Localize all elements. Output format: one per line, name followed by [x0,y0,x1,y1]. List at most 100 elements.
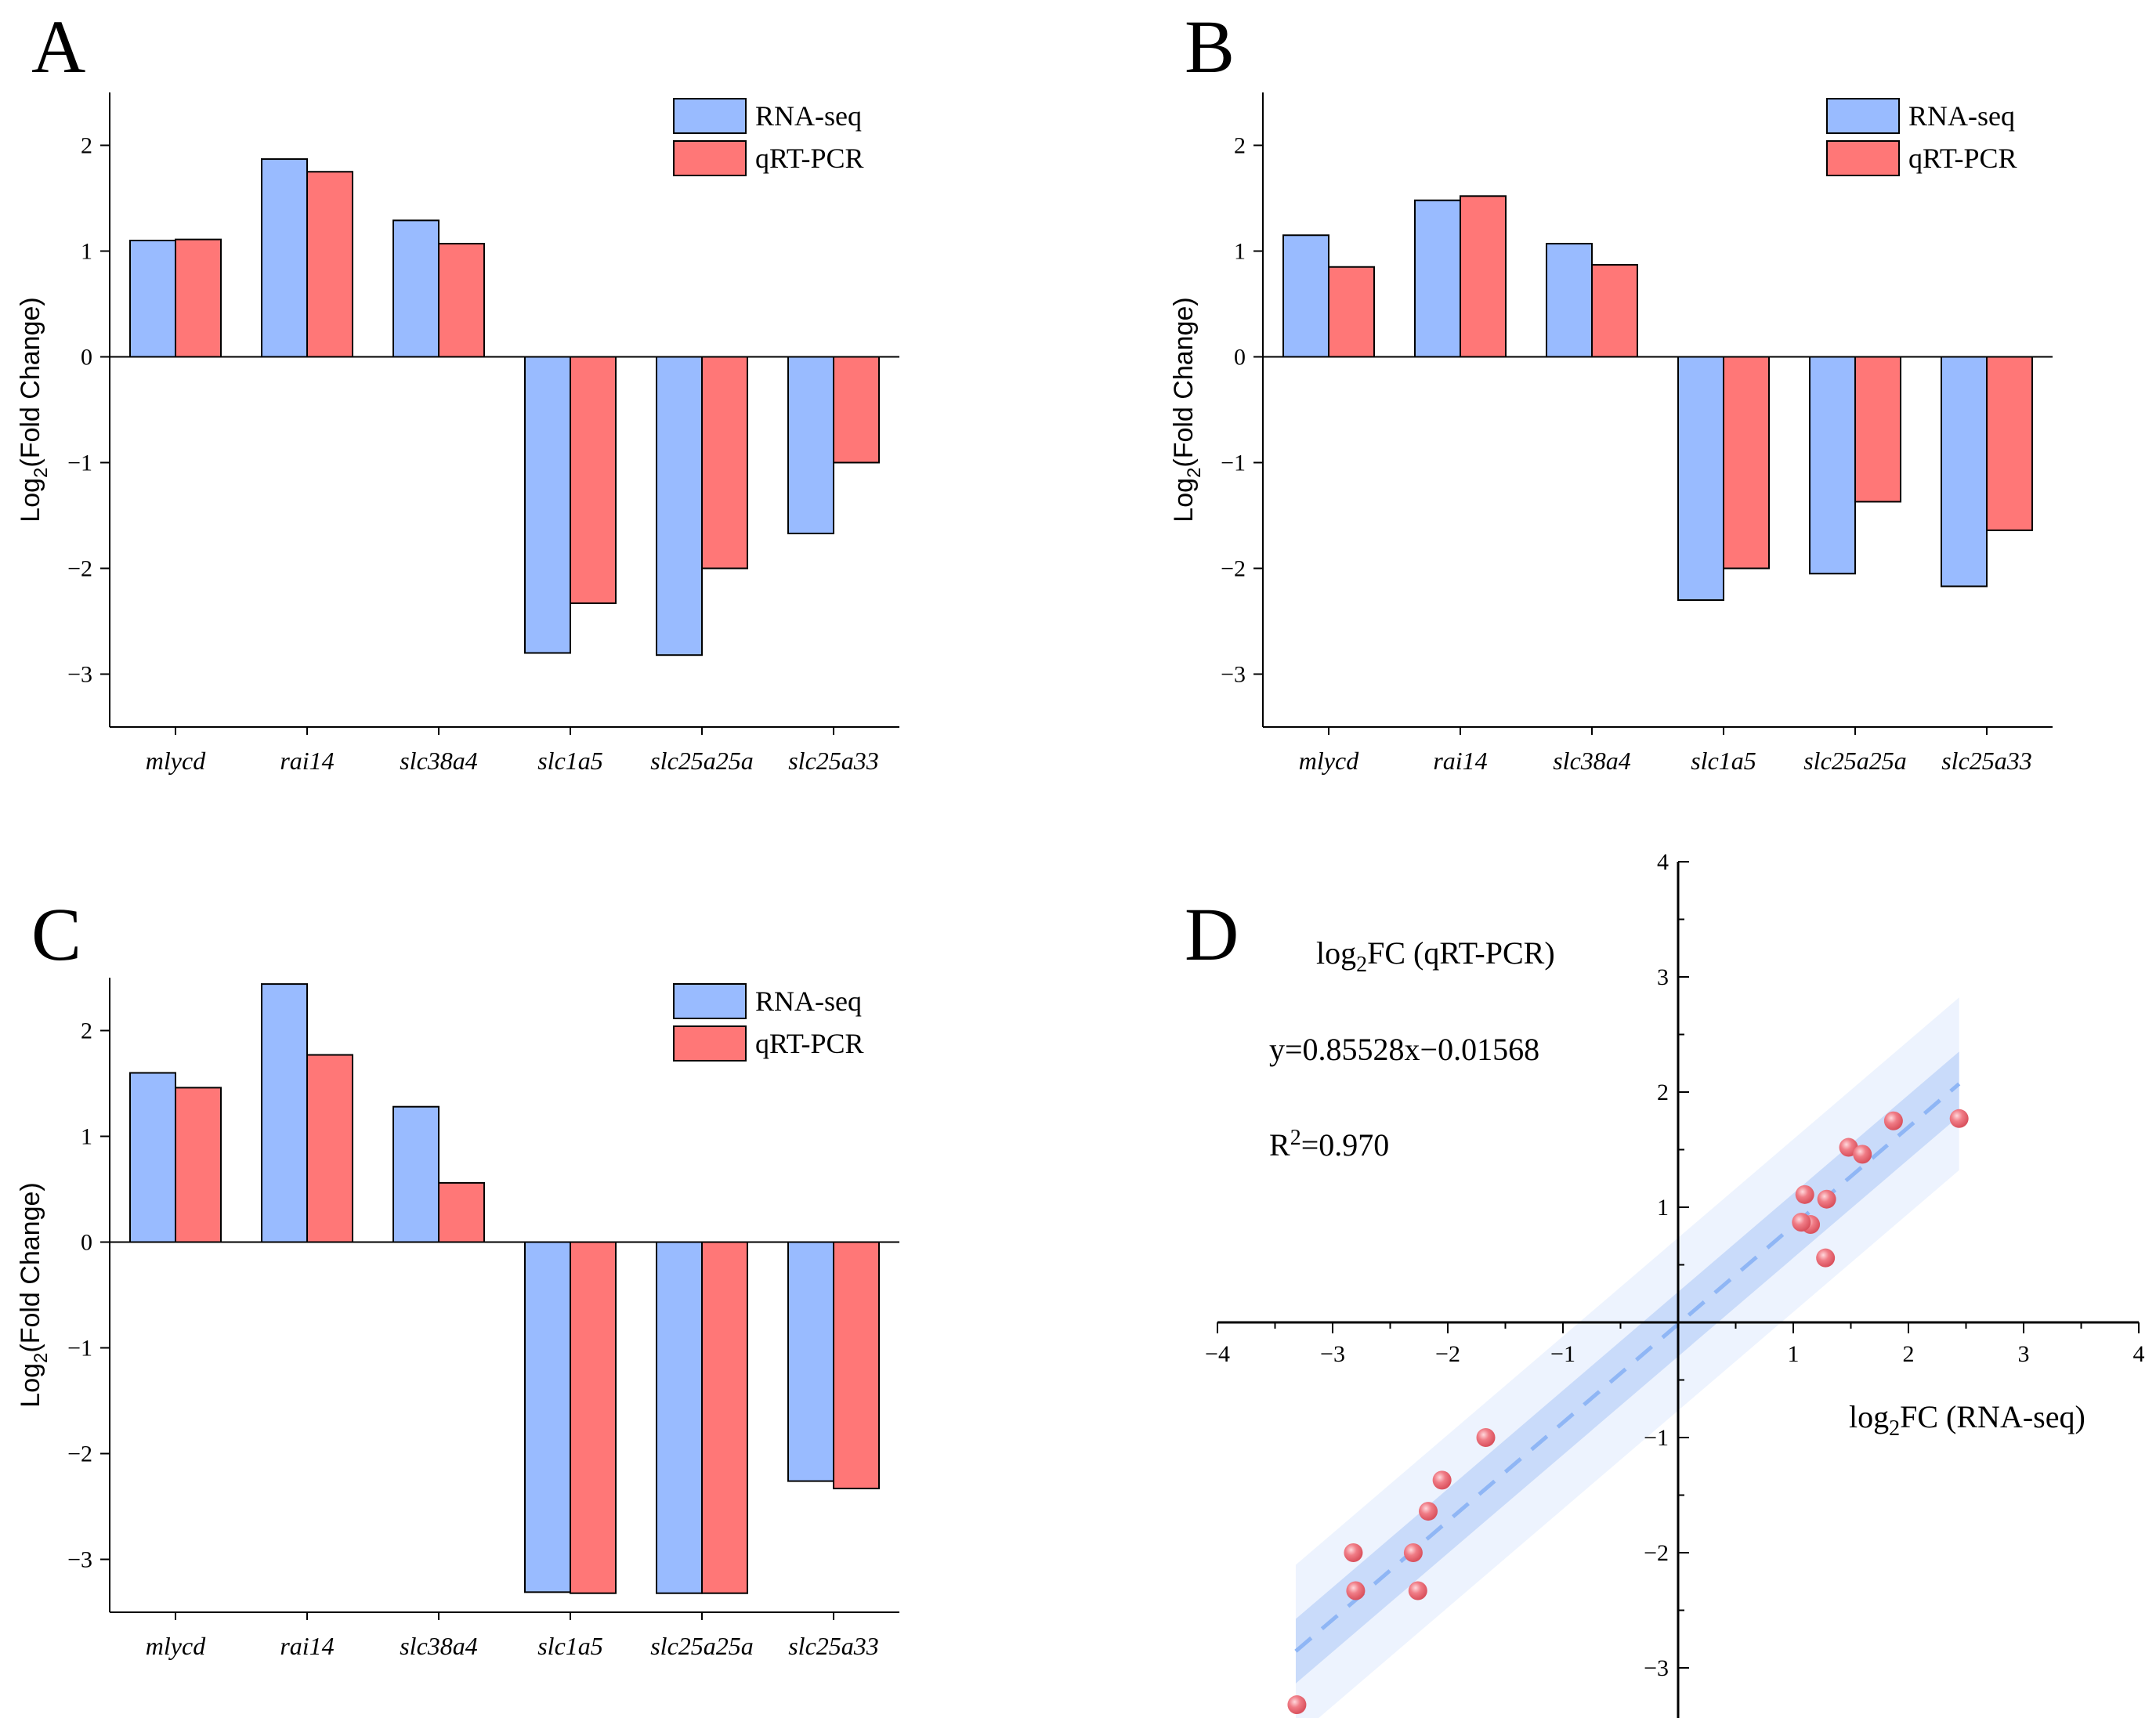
bar-qrt-pcr-slc25a33 [1986,356,2033,531]
y-tick-label: −3 [67,1547,92,1573]
x-tick-label: slc1a5 [1691,747,1756,775]
legend-swatch-qrt-pcr [1826,140,1900,176]
legend-label: qRT-PCR [1908,143,2017,174]
legend-label: qRT-PCR [755,1028,864,1059]
bar-rna-seq-rai14 [261,983,308,1243]
bar-rna-seq-slc25a33 [787,1241,834,1482]
bar-rna-seq-slc1a5 [524,356,571,654]
y-tick-label: 1 [81,1124,92,1150]
x-tick-label: rai14 [1433,747,1487,775]
x-tick-label: slc25a25a [1803,747,1907,775]
x-tick-label: 2 [1903,1341,1915,1367]
legend-swatch-qrt-pcr [673,140,747,176]
y-tick-label: −1 [1221,450,1246,476]
x-tick-label: slc25a33 [1941,747,2032,775]
bar-rna-seq-slc38a4 [392,219,440,358]
x-tick-label: slc25a25a [650,747,754,775]
bar-rna-seq-mlycd [1282,234,1329,358]
scatter-point-13 [1853,1145,1872,1164]
x-tick-label: rai14 [280,747,334,775]
y-tick-label: 2 [81,1018,92,1044]
y-tick-label: −1 [67,450,92,476]
y-tick-label: −1 [67,1336,92,1362]
panel-letter-c: C [31,892,81,976]
regression-equation: y=0.85528x−0.01568 [1269,1032,1539,1067]
scatter-point-4 [1346,1581,1366,1600]
x-tick-label: slc38a4 [400,1632,478,1660]
panel-b-bar-chart: mlycd rai14 slc38a4 slc1a5 slc25a25a slc25a33… [1169,92,2053,775]
bar-qrt-pcr-rai14 [306,171,353,358]
x-tick-label: slc38a4 [1553,747,1631,775]
bar-rna-seq-slc25a25a [1809,356,1856,575]
x-tick-label: mlycd [146,1632,206,1660]
scatter-point-1 [1795,1185,1814,1204]
y-tick-label: 1 [81,239,92,265]
x-tick-label: −2 [1435,1341,1460,1367]
scatter-point-5 [1344,1543,1363,1562]
panel-a-bar-chart: mlycd rai14 slc38a4 slc1a5 slc25a25a slc25a33… [16,92,899,775]
panel-letter-a: A [31,5,85,89]
bar-qrt-pcr-mlycd [175,238,222,358]
x-tick-label: 4 [2133,1341,2145,1367]
bar-qrt-pcr-slc38a4 [438,243,485,358]
y-axis-label: Log2(Fold Change) [16,1182,52,1407]
bar-qrt-pcr-slc25a33 [833,356,880,464]
bar-rna-seq-slc25a33 [787,356,834,534]
scatter-point-6 [1476,1428,1496,1447]
x-tick-label: mlycd [146,747,206,775]
scatter-point-16 [1287,1695,1307,1715]
x-tick-label: slc1a5 [537,747,603,775]
bar-rna-seq-slc25a33 [1941,356,1988,588]
r-squared: R2=0.970 [1269,1126,1389,1163]
bar-qrt-pcr-slc1a5 [570,1241,617,1594]
bar-qrt-pcr-slc38a4 [1591,264,1638,358]
x-tick-label: rai14 [280,1632,334,1660]
scatter-point-10 [1403,1543,1423,1562]
scatter-point-9 [1792,1213,1811,1232]
bar-qrt-pcr-slc25a33 [833,1241,880,1490]
y-tick-label: 0 [81,1230,92,1256]
y-axis-label: Log2(Fold Change) [16,297,52,522]
panel-c-bar-chart: mlycd rai14 slc38a4 slc1a5 slc25a25a slc25a33… [16,978,899,1660]
y-tick-label: 2 [1657,1080,1669,1105]
bar-qrt-pcr-rai14 [306,1054,353,1243]
x-tick-label: slc25a33 [788,1632,879,1660]
bar-qrt-pcr-slc38a4 [438,1181,485,1243]
y-tick-label: −3 [1644,1655,1669,1681]
confidence-band [1295,1051,1959,1684]
bar-qrt-pcr-mlycd [175,1087,222,1243]
y-tick-label: −2 [1221,556,1246,582]
bar-qrt-pcr-slc25a25a [701,1241,748,1594]
bar-rna-seq-mlycd [129,1072,176,1243]
y-axis-label: Log2(Fold Change) [1169,297,1205,522]
bar-rna-seq-slc25a25a [656,1241,703,1594]
bar-rna-seq-rai14 [261,158,308,358]
scatter-point-3 [1817,1189,1836,1209]
legend-label: RNA-seq [755,986,862,1017]
scatter-point-2 [1883,1111,1903,1130]
x-tick-label: mlycd [1299,747,1359,775]
scatter-point-12 [1419,1502,1438,1521]
legend-label: RNA-seq [755,100,862,132]
y-tick-label: 1 [1657,1195,1669,1221]
y-tick-label: 4 [1657,849,1669,875]
bar-qrt-pcr-slc1a5 [1723,356,1770,570]
bar-rna-seq-slc38a4 [392,1105,440,1243]
scatter-point-11 [1432,1470,1452,1490]
bar-qrt-pcr-slc25a25a [1854,356,1901,503]
y-tick-label: 0 [1234,345,1246,371]
y-tick-label: 1 [1234,239,1246,265]
x-tick-label: 3 [2018,1341,2030,1367]
scatter-point-17 [1408,1581,1427,1600]
legend-label: qRT-PCR [755,143,864,174]
bar-rna-seq-mlycd [129,240,176,358]
y-tick-label: 0 [81,345,92,371]
x-tick-label: slc1a5 [537,1632,603,1660]
bar-qrt-pcr-slc1a5 [570,356,617,605]
panel-letter-d: D [1185,892,1239,976]
x-tick-label: slc38a4 [400,747,478,775]
x-axis-title: log2FC (RNA-seq) [1849,1399,2085,1441]
x-tick-label: 1 [1788,1341,1800,1367]
y-tick-label: −2 [67,556,92,582]
